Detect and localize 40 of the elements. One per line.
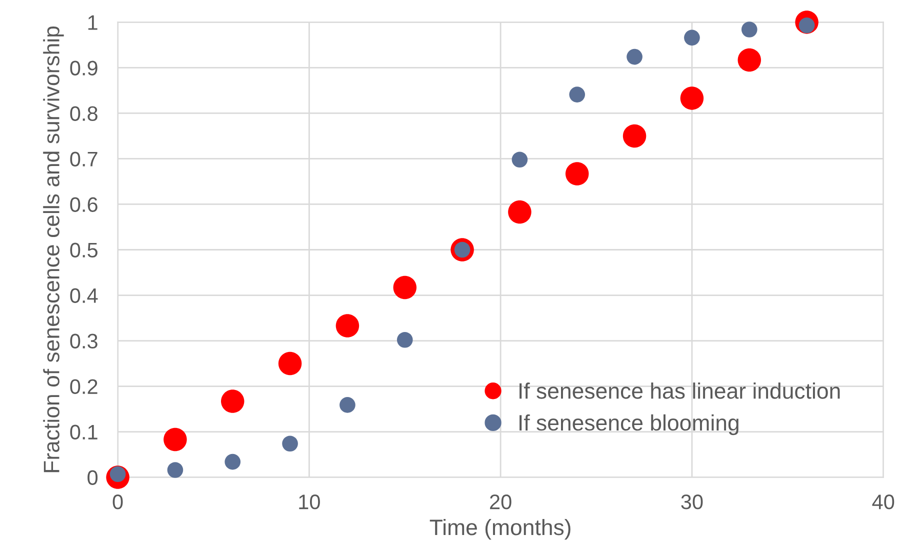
- x-tick-label: 0: [112, 494, 123, 510]
- point: [336, 314, 360, 338]
- point: [340, 397, 356, 413]
- point: [282, 436, 298, 452]
- y-tick-label: 0.3: [70, 334, 98, 349]
- point: [738, 48, 761, 72]
- y-tick-label: 0.4: [70, 288, 98, 304]
- point: [224, 454, 241, 470]
- point: [393, 276, 416, 300]
- point: [396, 332, 413, 348]
- point: [508, 200, 532, 224]
- point: [167, 462, 184, 478]
- legend-label: If senesence blooming: [520, 414, 738, 436]
- x-tick-label: 30: [681, 494, 703, 510]
- x-tick-label: 40: [872, 494, 894, 510]
- y-axis-title: Fraction of senescence cells and survivorship: [43, 26, 64, 472]
- y-tick-label: 0.2: [70, 379, 98, 394]
- point: [164, 428, 187, 452]
- legend-label: If senesence has linear induction: [520, 382, 840, 399]
- point: [680, 86, 704, 110]
- point: [512, 152, 528, 168]
- point: [566, 162, 589, 186]
- point: [278, 352, 302, 376]
- y-tick-label: 0.5: [70, 242, 98, 258]
- y-tick-label: 0.9: [70, 60, 98, 76]
- y-tick-label: 1: [88, 15, 98, 30]
- y-tick-label: 0.1: [70, 424, 98, 440]
- point: [220, 390, 244, 413]
- point: [741, 22, 758, 38]
- y-tick-label: 0.6: [70, 197, 98, 212]
- y-tick-label: 0.7: [70, 152, 98, 166]
- y-tick-label: 0: [88, 470, 98, 486]
- point: [622, 124, 646, 148]
- x-axis-title: Time (months): [430, 518, 570, 540]
- y-tick-label: 0.8: [70, 106, 98, 121]
- point: [626, 48, 642, 65]
- point: [569, 86, 586, 102]
- point: [684, 30, 700, 46]
- x-tick-label: 20: [490, 494, 512, 510]
- x-tick-label: 10: [299, 494, 320, 510]
